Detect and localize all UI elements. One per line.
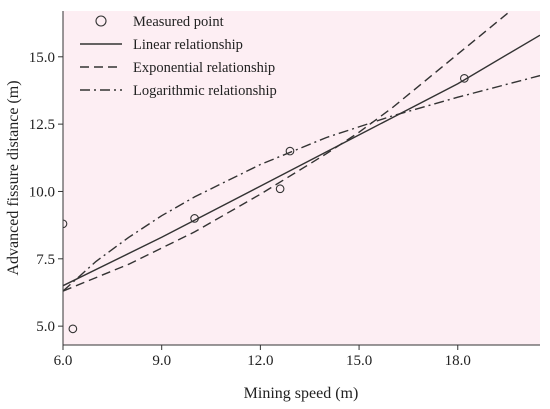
legend-label-logarithmic-relationship: Logarithmic relationship bbox=[133, 83, 277, 99]
x-tick-label: 9.0 bbox=[152, 353, 171, 369]
measured-point bbox=[68, 324, 78, 334]
y-tick-label: 12.5 bbox=[29, 117, 55, 133]
measured-point bbox=[190, 214, 199, 223]
series-line-linear-relationship bbox=[63, 34, 540, 287]
y-tick-label: 7.5 bbox=[36, 252, 55, 268]
chart-marks bbox=[63, 11, 540, 334]
y-tick-label: 10.0 bbox=[29, 184, 55, 200]
measured-point bbox=[285, 146, 295, 156]
legend-marker-measured-point bbox=[95, 15, 107, 27]
y-axis-title: Advanced fissure distance (m) bbox=[5, 80, 22, 275]
measured-point bbox=[459, 73, 469, 83]
y-tick-label: 15.0 bbox=[29, 50, 55, 66]
legend-label-exponential-relationship: Exponential relationship bbox=[133, 60, 275, 76]
series-line-exponential-relationship bbox=[63, 11, 511, 292]
x-tick-label: 15.0 bbox=[346, 353, 372, 369]
measured-point bbox=[275, 184, 285, 194]
legend: Measured point Linear relationship Exponen… bbox=[80, 14, 277, 99]
x-tick-label: 12.0 bbox=[247, 353, 273, 369]
series-line-logarithmic-relationship bbox=[63, 74, 540, 292]
legend-label-linear-relationship: Linear relationship bbox=[133, 37, 243, 53]
plot-background bbox=[63, 11, 540, 345]
y-ticks: 5.0 7.5 10.0 12.5 15.0 bbox=[29, 50, 63, 335]
x-ticks: 6.0 9.0 12.0 15.0 18.0 bbox=[54, 345, 471, 369]
x-tick-label: 6.0 bbox=[54, 353, 73, 369]
x-axis-title: Mining speed (m) bbox=[244, 385, 359, 402]
x-tick-label: 18.0 bbox=[445, 353, 471, 369]
y-tick-label: 5.0 bbox=[36, 319, 55, 335]
legend-label-measured-point: Measured point bbox=[133, 14, 224, 30]
